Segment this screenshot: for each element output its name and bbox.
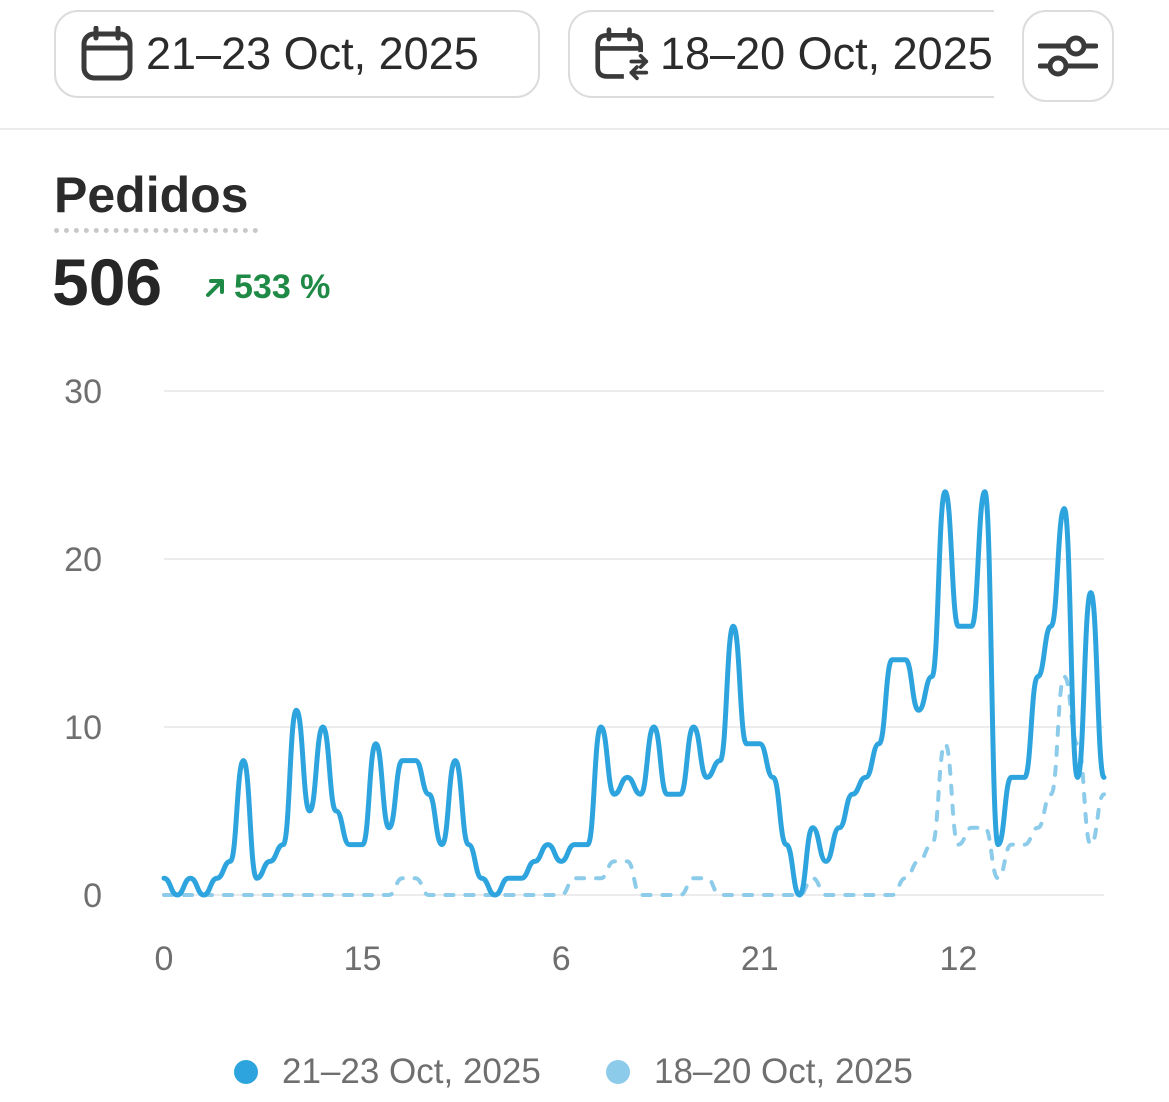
legend-dot-current [234,1060,258,1084]
calendar-icon [81,26,133,81]
metric-title[interactable]: Pedidos [54,167,249,223]
filter-settings-button[interactable] [1022,10,1114,102]
arrow-up-right-icon [206,278,224,297]
calendar-repeat-icon [595,27,649,81]
sliders-icon [1038,35,1098,77]
y-tick-label: 0 [83,877,102,915]
legend-label-current: 21–23 Oct, 2025 [282,1052,541,1091]
x-tick-label: 6 [552,940,571,978]
y-tick-label: 30 [64,373,102,411]
compare-date-range-label: 18–20 Oct, 2025 [660,28,993,79]
metric-title-underline [54,228,258,233]
current-date-range-button[interactable]: 21–23 Oct, 2025 [54,10,540,98]
y-tick-label: 20 [64,541,102,579]
x-tick-label: 15 [344,940,382,978]
series-line-compare [162,674,1106,897]
y-tick-label: 10 [64,709,102,747]
legend-item-compare[interactable]: 18–20 Oct, 2025 [606,1050,913,1094]
filter-bar: 21–23 Oct, 2025 18–20 Oct, 2025 [0,0,1169,130]
metric-change-value: 533 % [234,268,331,306]
compare-date-range-clip: 18–20 Oct, 2025 [568,10,994,102]
x-tick-label: 21 [741,940,779,978]
series-line-current [161,489,1107,898]
x-tick-label: 0 [155,940,174,978]
compare-date-range-button[interactable]: 18–20 Oct, 2025 [568,10,994,98]
orders-line-chart: 0 10 20 30 0 15 6 21 12 [64,373,1107,978]
legend-dot-compare [606,1060,630,1084]
legend-label-compare: 18–20 Oct, 2025 [654,1052,913,1091]
metric-value: 506 [52,245,163,319]
metric-change-badge: 533 % [204,268,330,307]
current-date-range-label: 21–23 Oct, 2025 [146,28,479,79]
legend-item-current[interactable]: 21–23 Oct, 2025 [234,1050,541,1094]
x-tick-label: 12 [939,940,977,978]
